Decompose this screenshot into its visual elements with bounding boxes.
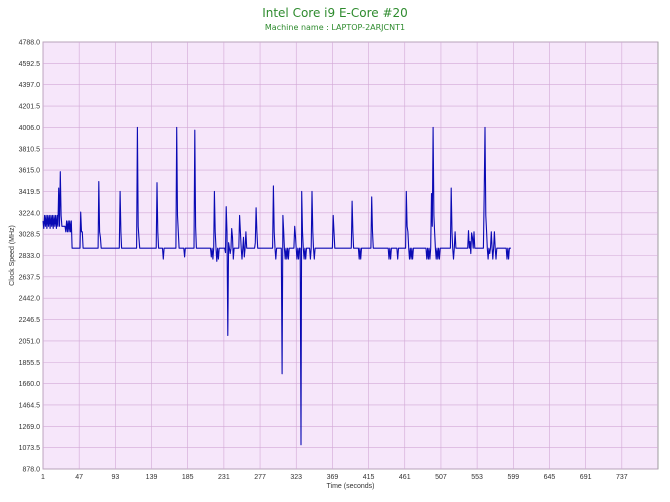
x-axis-label: Time (seconds) (327, 483, 375, 490)
x-tick-label: 369 (327, 474, 339, 481)
y-tick-label: 2833.0 (19, 253, 41, 260)
series-line (42, 126, 511, 446)
y-tick-label: 1855.5 (19, 360, 41, 367)
x-tick-label: 507 (435, 474, 447, 481)
chart-title: Intel Core i9 E-Core #20 (262, 6, 408, 20)
x-tick-label: 691 (580, 474, 592, 481)
y-tick-label: 878.0 (22, 467, 40, 474)
x-tick-label: 553 (471, 474, 483, 481)
y-tick-label: 4201.5 (19, 104, 41, 111)
y-tick-label: 2246.5 (19, 317, 41, 324)
y-tick-label: 4397.0 (19, 82, 41, 89)
y-tick-label: 2637.5 (19, 274, 41, 281)
x-tick-label: 1 (41, 474, 45, 481)
y-tick-label: 3615.0 (19, 168, 41, 175)
grid (42, 41, 658, 470)
y-tick-label: 1269.0 (19, 424, 41, 431)
x-tick-label: 47 (75, 474, 83, 481)
x-tick-label: 415 (363, 474, 375, 481)
x-tick-label: 185 (182, 474, 194, 481)
y-tick-label: 3810.5 (19, 146, 41, 153)
x-tick-label: 737 (616, 474, 628, 481)
x-tick-label: 323 (290, 474, 302, 481)
y-tick-label: 1660.0 (19, 381, 41, 388)
x-tick-label: 645 (544, 474, 556, 481)
y-tick-label: 4592.5 (19, 61, 41, 68)
x-tick-label: 231 (218, 474, 230, 481)
y-axis-ticks: 878.0 1073.5 1269.0 1464.5 1660.0 1855.5 2051.… (19, 40, 41, 474)
y-tick-label: 4006.0 (19, 125, 41, 132)
y-tick-label: 2051.0 (19, 338, 41, 345)
y-tick-label: 2442.0 (19, 296, 41, 303)
x-tick-label: 599 (507, 474, 519, 481)
x-tick-label: 139 (146, 474, 158, 481)
x-axis-ticks: 1 47 93 139 185 231 277 323 369 415 461 507 553 599 64… (41, 474, 628, 481)
y-tick-label: 3419.5 (19, 189, 41, 196)
y-tick-label: 1073.5 (19, 445, 41, 452)
y-tick-label: 4788.0 (19, 40, 41, 47)
y-axis-label: Clock Speed (MHz) (9, 225, 16, 286)
y-tick-label: 1464.5 (19, 402, 41, 409)
y-tick-label: 3224.0 (19, 210, 41, 217)
series-group (42, 126, 511, 446)
x-tick-label: 461 (399, 474, 411, 481)
x-tick-label: 93 (111, 474, 119, 481)
chart-subtitle: Machine name : LAPTOP-2ARJCNT1 (264, 23, 406, 32)
x-tick-label: 277 (254, 474, 266, 481)
y-tick-label: 3028.5 (19, 232, 41, 239)
